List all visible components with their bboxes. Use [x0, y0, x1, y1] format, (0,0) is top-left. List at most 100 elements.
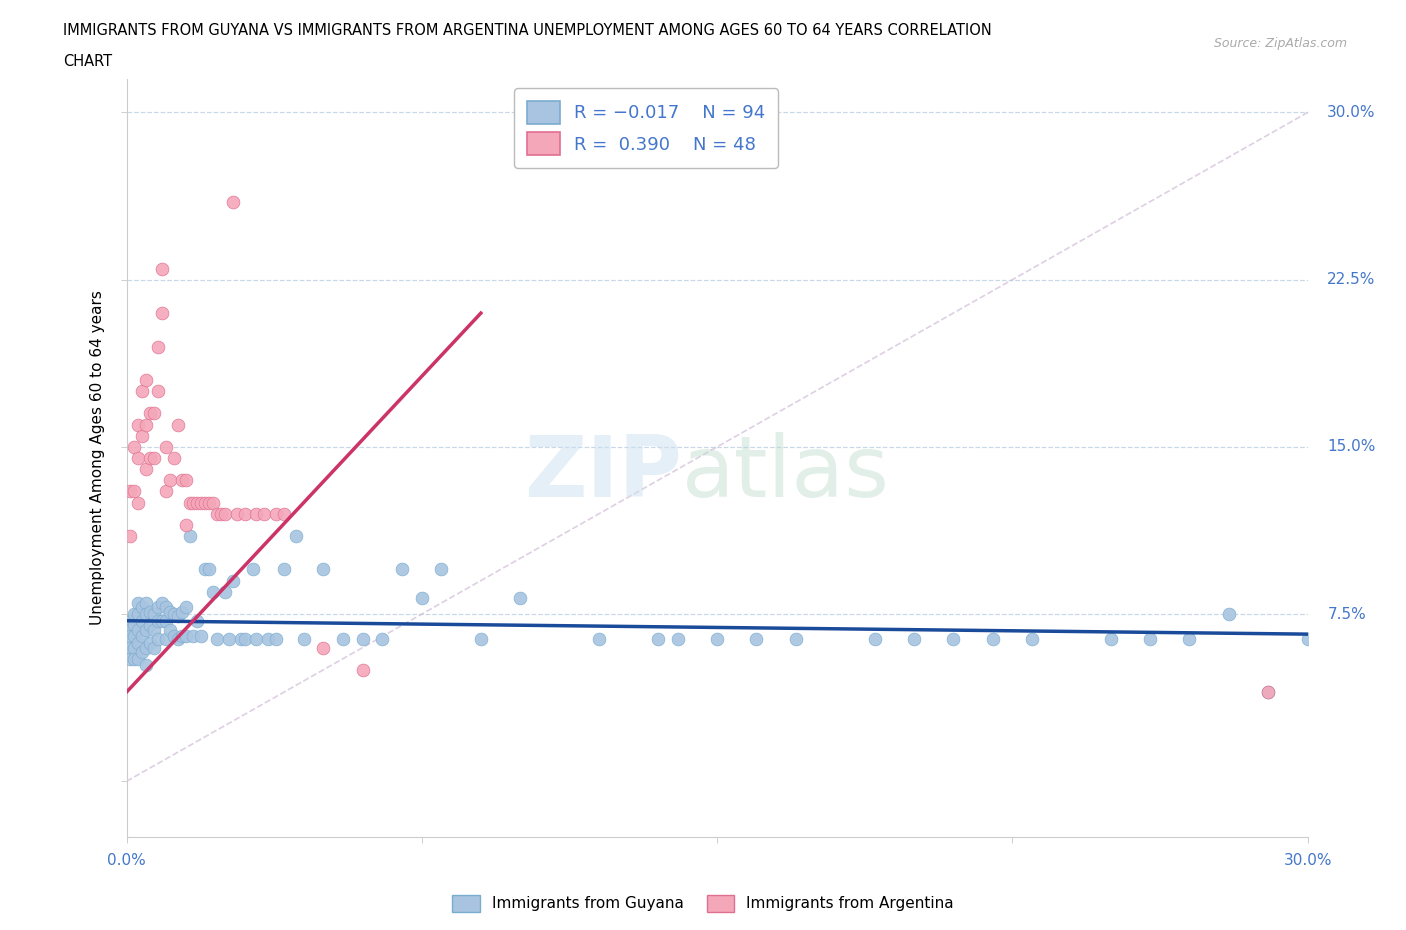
- Point: [229, 631, 252, 646]
- Point: [942, 631, 965, 646]
- Point: [139, 618, 162, 632]
- Point: [209, 506, 232, 521]
- Point: [1218, 606, 1240, 621]
- Point: [214, 584, 236, 599]
- Point: [245, 631, 267, 646]
- Text: Source: ZipAtlas.com: Source: ZipAtlas.com: [1213, 37, 1347, 50]
- Point: [194, 495, 217, 510]
- Text: 30.0%: 30.0%: [1327, 105, 1375, 120]
- Point: [292, 631, 315, 646]
- Point: [205, 506, 228, 521]
- Point: [202, 495, 225, 510]
- Point: [1139, 631, 1161, 646]
- Text: 0.0%: 0.0%: [107, 853, 146, 868]
- Point: [352, 662, 374, 677]
- Point: [131, 644, 153, 659]
- Point: [264, 631, 287, 646]
- Point: [124, 440, 146, 455]
- Point: [155, 484, 177, 498]
- Point: [143, 406, 166, 421]
- Point: [135, 640, 157, 655]
- Point: [284, 528, 307, 543]
- Point: [863, 631, 886, 646]
- Point: [225, 506, 247, 521]
- Point: [127, 451, 149, 466]
- Point: [166, 631, 188, 646]
- Point: [127, 651, 149, 666]
- Point: [155, 600, 177, 615]
- Point: [332, 631, 354, 646]
- Point: [264, 506, 287, 521]
- Point: [186, 613, 208, 628]
- Point: [186, 495, 208, 510]
- Point: [146, 631, 169, 646]
- Point: [205, 631, 228, 646]
- Point: [706, 631, 728, 646]
- Point: [666, 631, 689, 646]
- Legend: Immigrants from Guyana, Immigrants from Argentina: Immigrants from Guyana, Immigrants from …: [446, 889, 960, 918]
- Point: [163, 606, 186, 621]
- Point: [179, 495, 201, 510]
- Point: [120, 629, 142, 644]
- Point: [150, 613, 173, 628]
- Point: [198, 562, 221, 577]
- Point: [174, 600, 197, 615]
- Text: atlas: atlas: [682, 432, 890, 514]
- Point: [155, 613, 177, 628]
- Point: [179, 528, 201, 543]
- Point: [391, 562, 413, 577]
- Point: [124, 618, 146, 632]
- Point: [143, 622, 166, 637]
- Point: [1099, 631, 1122, 646]
- Text: 15.0%: 15.0%: [1327, 439, 1375, 455]
- Point: [233, 506, 256, 521]
- Point: [127, 635, 149, 650]
- Point: [470, 631, 492, 646]
- Point: [131, 384, 153, 399]
- Point: [352, 631, 374, 646]
- Point: [120, 622, 142, 637]
- Point: [124, 629, 146, 644]
- Point: [131, 613, 153, 628]
- Point: [647, 631, 669, 646]
- Point: [150, 261, 173, 276]
- Point: [124, 651, 146, 666]
- Point: [135, 606, 157, 621]
- Text: 30.0%: 30.0%: [1284, 853, 1331, 868]
- Point: [146, 339, 169, 354]
- Point: [214, 506, 236, 521]
- Point: [155, 440, 177, 455]
- Point: [222, 573, 245, 588]
- Point: [183, 495, 205, 510]
- Point: [163, 451, 186, 466]
- Text: 22.5%: 22.5%: [1327, 272, 1375, 287]
- Point: [1178, 631, 1201, 646]
- Point: [120, 613, 142, 628]
- Point: [1257, 684, 1279, 699]
- Point: [120, 640, 142, 655]
- Point: [135, 418, 157, 432]
- Legend: R = −0.017    N = 94, R =  0.390    N = 48: R = −0.017 N = 94, R = 0.390 N = 48: [515, 88, 778, 168]
- Point: [159, 622, 181, 637]
- Point: [194, 562, 217, 577]
- Point: [1021, 631, 1043, 646]
- Point: [166, 609, 188, 624]
- Point: [198, 495, 221, 510]
- Point: [509, 591, 531, 606]
- Point: [174, 517, 197, 532]
- Point: [903, 631, 925, 646]
- Point: [190, 495, 212, 510]
- Point: [159, 604, 181, 619]
- Text: IMMIGRANTS FROM GUYANA VS IMMIGRANTS FROM ARGENTINA UNEMPLOYMENT AMONG AGES 60 T: IMMIGRANTS FROM GUYANA VS IMMIGRANTS FRO…: [63, 23, 993, 38]
- Point: [139, 604, 162, 619]
- Point: [312, 562, 335, 577]
- Point: [202, 584, 225, 599]
- Text: CHART: CHART: [63, 54, 112, 69]
- Point: [222, 194, 245, 209]
- Point: [174, 629, 197, 644]
- Point: [127, 622, 149, 637]
- Text: 7.5%: 7.5%: [1327, 606, 1367, 621]
- Point: [150, 595, 173, 610]
- Point: [312, 640, 335, 655]
- Point: [253, 506, 276, 521]
